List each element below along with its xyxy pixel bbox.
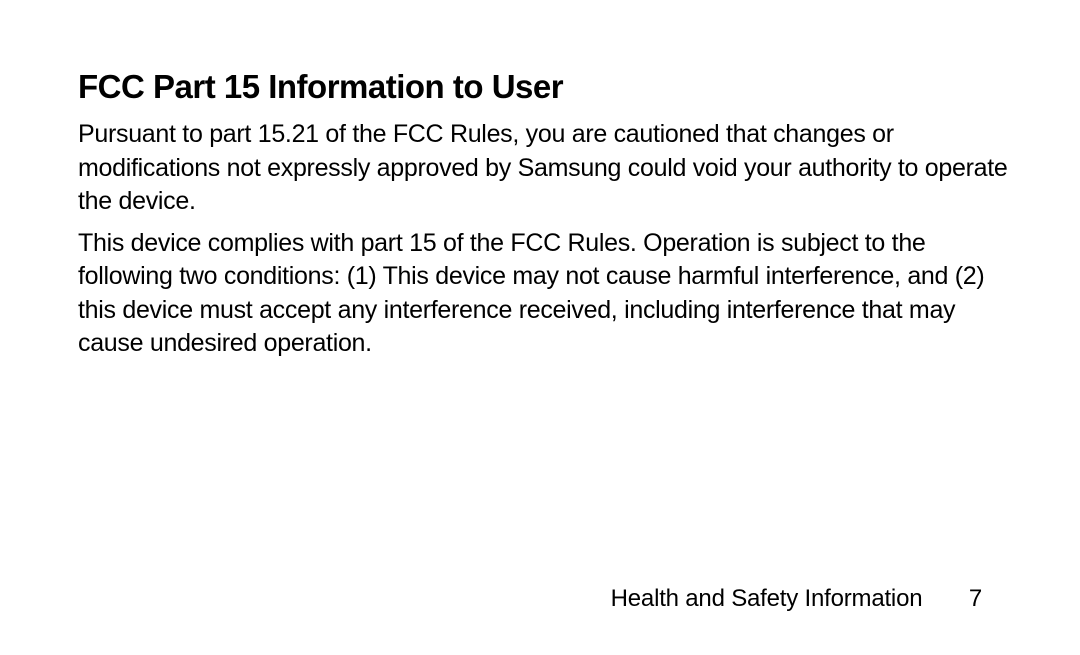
body-paragraph: This device complies with part 15 of the… <box>78 227 1010 361</box>
section-heading: FCC Part 15 Information to User <box>78 68 1010 106</box>
footer-section-label: Health and Safety Information <box>611 585 923 613</box>
body-paragraph: Pursuant to part 15.21 of the FCC Rules,… <box>78 118 1010 219</box>
footer-page-number: 7 <box>969 585 982 613</box>
page-footer: Health and Safety Information 7 <box>611 585 982 613</box>
